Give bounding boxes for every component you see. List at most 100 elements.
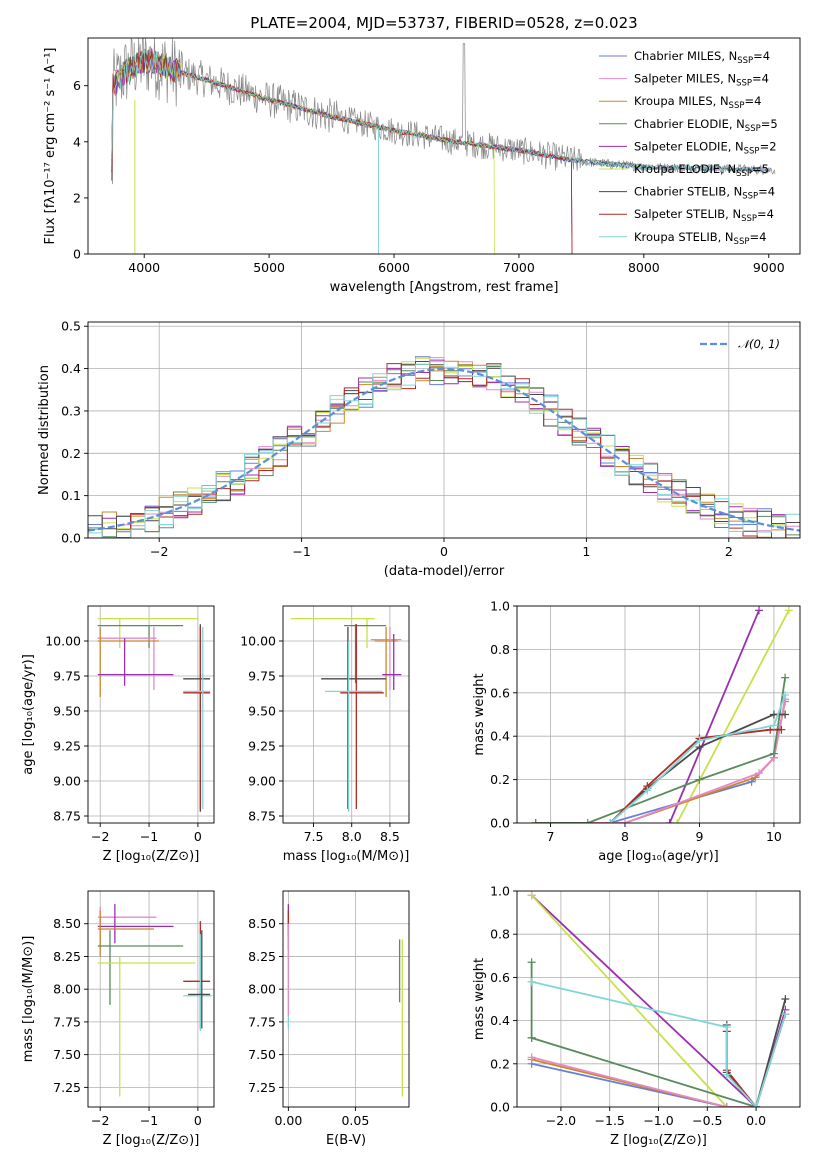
y-axis-label: mass weight [472,673,487,755]
x-tick-label: 9 [695,829,703,844]
weight-line [535,677,786,823]
x-tick-label: −0.5 [692,1113,722,1128]
histogram-step-line [88,363,800,538]
weight-marker [527,891,536,900]
legend: Chabrier MILES, NSSP=4 Salpeter MILES, NS… [599,49,778,247]
y-tick-label: 7.25 [53,1080,81,1095]
weight-line [531,1058,757,1107]
weight-marker [695,736,704,745]
panel-age_vs_mass: 7.5 8.0 8.5 8.75 9.00 9.25 9.50 9.75 10.00 mass [… [240,605,410,864]
x-axis-label: mass [log₁₀(M/M⊙)] [283,849,410,864]
y-tick-label: 9.00 [248,774,276,789]
plot-area [283,891,409,1107]
x-tick-label: −2.0 [546,1113,576,1128]
model-spectrum-line [111,51,770,173]
x-axis-label: age [log₁₀(age/yr)] [598,849,719,864]
x-tick-label: −2 [150,544,168,559]
y-tick-label: 8.25 [53,949,81,964]
weight-marker [527,1033,536,1042]
x-axis-label: (data-model)/error [384,564,505,579]
axes-frame [282,890,410,1108]
y-axis-label: Flux [fλ10⁻¹⁷ erg cm⁻² s⁻¹ A⁻¹] [43,48,58,245]
axes-frame [87,890,215,1108]
y-tick-label: 9.50 [248,704,276,719]
y-tick-label: 0.0 [490,816,510,831]
weight-marker [583,819,592,823]
legend-entry-label: 𝒩(0, 1) [738,337,780,351]
y-tick-label: 0.6 [490,970,510,985]
y-tick-label: 0.3 [61,403,81,418]
legend-entry-label: Salpeter MILES, NSSP=4 [634,72,769,89]
y-tick-label: 0.8 [490,927,510,942]
y-tick-label: 0.4 [490,1013,510,1028]
x-tick-label: 0 [194,1113,202,1128]
y-axis-label: age [log₁₀(age/yr)] [21,654,36,775]
x-tick-label: −1 [140,1113,158,1128]
axes-frame [282,605,410,824]
weight-marker [643,786,652,795]
y-tick-label: 0.0 [490,1100,510,1115]
y-tick-label: 9.00 [53,774,81,789]
x-tick-label: 8000 [628,260,660,275]
y-axis-label: Normed distribution [37,365,52,495]
x-tick-label: −2 [91,829,109,844]
x-tick-label: 1 [582,544,590,559]
x-tick-label: −2 [91,1113,109,1128]
x-tick-label: 4000 [128,260,160,275]
x-tick-label: 2 [725,544,733,559]
x-axis-label: wavelength [Angstrom, rest frame] [330,280,559,295]
y-tick-label: 8.25 [248,949,276,964]
weight-line [535,699,786,823]
legend-entry-label: Kroupa ELODIE, NSSP=5 [634,162,769,179]
weight-line [531,1056,757,1107]
weight-marker [769,721,778,730]
x-tick-label: 8.5 [380,829,400,844]
y-tick-label: 0 [73,247,81,262]
y-tick-label: 7.50 [53,1047,81,1062]
weight-line [531,1062,757,1107]
panel-residuals: −2 −1 0 1 2 0.0 0.1 0.2 0.3 0.4 0.5 (data-model)/er… [37,319,801,579]
weight-line [676,609,790,823]
legend-entry-label: Salpeter ELODIE, NSSP=2 [634,139,777,156]
x-axis-label: E(B-V) [326,1133,366,1148]
model-spectrum-line [111,49,770,173]
weight-marker [527,958,536,967]
y-tick-label: 0.5 [61,319,81,334]
x-tick-label: 0 [194,829,202,844]
y-tick-label: 8.00 [248,982,276,997]
x-tick-label: −1.5 [595,1113,625,1128]
x-tick-label: 0.0 [746,1113,766,1128]
y-tick-label: 10.00 [240,634,276,649]
axes-frame [516,605,801,824]
y-tick-label: 0.2 [490,1056,510,1071]
weight-marker [695,775,704,784]
weight-marker [781,690,790,699]
y-axis-label: mass [log₁₀(M/M⊙)] [21,936,36,1063]
plot-area [88,891,214,1107]
axes-frame [87,605,215,824]
legend-entry-label: Chabrier STELIB, NSSP=4 [634,185,775,202]
legend-entry-label: Kroupa STELIB, NSSP=4 [634,230,766,247]
weight-marker [752,1103,761,1107]
x-axis-label: Z [log₁₀(Z/Z⊙)] [103,1133,200,1148]
legend-entry-label: Salpeter STELIB, NSSP=4 [634,207,774,224]
y-tick-label: 8.75 [248,809,276,824]
x-axis-label: Z [log₁₀(Z/Z⊙)] [610,1133,707,1148]
weight-marker [665,819,674,823]
panel-mass_vs_EBV: 0.00 0.05 7.25 7.50 7.75 8.00 8.25 8.50 E(B-V) [248,890,410,1148]
x-tick-label: −1.0 [643,1113,673,1128]
weight-marker [781,673,790,682]
weight-marker [769,710,778,719]
y-tick-label: 0.2 [61,446,81,461]
panel-age_vs_Z: −2 −1 0 8.75 9.00 9.25 9.50 9.75 10.00 Z [log₁₀(Z… [21,605,215,864]
plot-area [517,891,800,1107]
figure-title: PLATE=2004, MJD=53737, FIBERID=0528, z=0… [250,14,637,32]
y-tick-label: 8.50 [248,916,276,931]
y-tick-label: 9.25 [248,739,276,754]
plot-area [283,606,409,823]
x-tick-label: 9000 [753,260,785,275]
x-tick-label: 7000 [503,260,535,275]
x-tick-label: 7.5 [304,829,324,844]
y-tick-label: 0.0 [61,531,81,546]
